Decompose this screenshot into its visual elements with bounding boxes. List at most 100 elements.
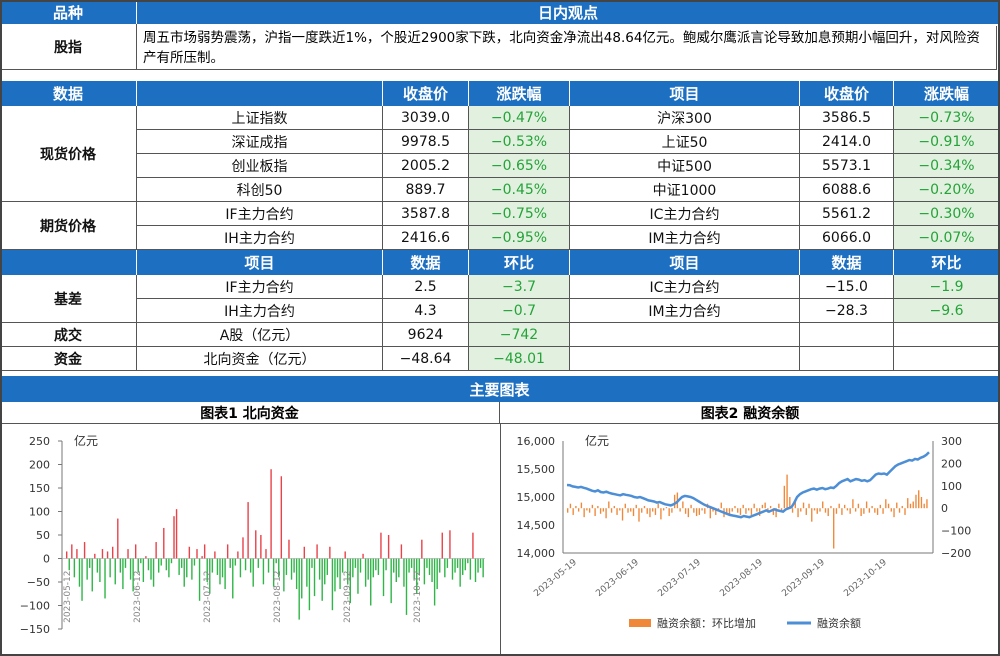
chart2-bar (646, 508, 648, 514)
header-variety: 品种 (0, 0, 137, 24)
chart2-bar (830, 505, 832, 509)
chart1-bar (221, 558, 224, 578)
chart2-bar (802, 502, 805, 509)
chart2-bar (822, 501, 824, 509)
chart2-bar (800, 508, 802, 512)
chart2-bar (753, 503, 755, 509)
chart2-bar (775, 508, 777, 518)
chart1-xtick-label: 2023-10-12 (413, 571, 423, 623)
chart2-bar (668, 508, 670, 517)
header-mom-a: 环比 (469, 250, 570, 275)
chart2-bar (682, 501, 684, 509)
chart2-bar (849, 508, 851, 514)
chart2-legend-swatch-bar (629, 619, 651, 627)
chart2-bar (794, 501, 796, 509)
chart2-ytick-left: 16,000 (517, 435, 556, 448)
chart2-bar (605, 508, 607, 519)
chart1-northbound: 250 200 150 100 50 0 −50 −100 −150 亿元 2023-05-12 20… (20, 433, 485, 636)
chart1-bar (444, 558, 446, 578)
chart2-bar (882, 508, 884, 514)
chart2-ytick-right: −100 (941, 525, 971, 538)
chart1-bar (193, 558, 196, 566)
chart2-bar (827, 508, 829, 517)
spot-name-2: 上证50 (570, 130, 800, 154)
chart2-ytick-right: 0 (941, 502, 948, 515)
chart1-bar (140, 558, 142, 564)
chart1-bar (257, 558, 260, 568)
equity-label: 股指 (0, 24, 137, 70)
chart2-bar (594, 508, 596, 517)
chart2-bar (854, 508, 857, 512)
chart2-bar (739, 508, 742, 515)
chart1-bar (306, 558, 308, 587)
spot-value-2: 3586.5 (800, 106, 894, 130)
chart1-bar (418, 558, 420, 575)
header-item-b: 项目 (570, 250, 800, 275)
chart1-bar (377, 558, 380, 575)
chart2-bar (665, 507, 668, 509)
chart1-bar (237, 551, 239, 559)
chart1-bar (180, 558, 183, 568)
chart1-bar (375, 558, 377, 571)
chart1-bar (232, 558, 234, 599)
chart1-bar (226, 544, 229, 559)
chart1-bar (354, 558, 357, 568)
chart1-bar (122, 558, 124, 590)
chart2-bar (701, 508, 703, 511)
chart2-bar (652, 508, 654, 512)
chart2-bar (835, 508, 838, 514)
chart2-bar (780, 508, 783, 511)
chart1-bar (421, 539, 423, 559)
chart2-bar (630, 508, 632, 512)
spot-value-2: 2414.0 (800, 130, 894, 154)
chart1-bar (272, 558, 275, 587)
chart1-bar (387, 535, 390, 559)
chart2-bar (868, 508, 871, 513)
chart2-bar (709, 508, 711, 519)
chart1-ytick-label: 200 (29, 459, 50, 472)
chart2-bar (923, 503, 925, 509)
chart2-bar (797, 508, 799, 518)
header-mom-b: 环比 (894, 250, 1000, 275)
chart1-bar (170, 558, 173, 564)
spot-label: 现货价格 (0, 106, 137, 202)
chart2-bar (811, 508, 813, 522)
futures-change-2: −0.07% (894, 226, 1000, 250)
turnover-label: 成交 (0, 323, 137, 347)
chart1-bar (211, 558, 214, 573)
chart1-ytick-label: 50 (36, 529, 50, 542)
spot-name-2: 中证1000 (570, 178, 800, 202)
chart2-bar (704, 508, 706, 514)
chart2-bar (662, 508, 665, 511)
chart1-bar (132, 558, 134, 592)
chart1-bar (400, 544, 403, 559)
chart1-bar (242, 537, 244, 559)
chart1-bar (482, 558, 484, 578)
chart2-ytick-left: 15,000 (517, 491, 556, 504)
chart1-bar (408, 558, 410, 573)
chart1-ytick-label: 100 (29, 506, 50, 519)
chart1-bar (270, 469, 272, 559)
chart1-bar (303, 546, 306, 559)
chart2-xtick-label: 2023-07-19 (656, 557, 703, 598)
basis-change: −3.7 (469, 275, 570, 299)
funds-name: 北向资金（亿元） (137, 347, 383, 371)
chart1-bar (163, 527, 165, 559)
chart1-bar (94, 553, 96, 559)
chart1-bar (316, 544, 318, 559)
chart2-bar (750, 508, 753, 515)
chart1-bar (288, 539, 290, 559)
chart2-bar (575, 505, 577, 509)
chart2-bar (726, 508, 728, 513)
chart2-bar (896, 502, 898, 509)
chart2-bar (857, 503, 860, 509)
chart1-bar (382, 558, 385, 597)
basis-change-2: −1.9 (894, 275, 1000, 299)
chart2-bar (649, 508, 651, 518)
chart2-xtick-label: 2023-08-19 (718, 557, 765, 598)
basis-label: 基差 (0, 275, 137, 323)
chart1-bar (472, 532, 474, 559)
chart1-bar (410, 558, 413, 568)
chart1-bar (186, 558, 188, 578)
chart2-bar (901, 505, 903, 509)
